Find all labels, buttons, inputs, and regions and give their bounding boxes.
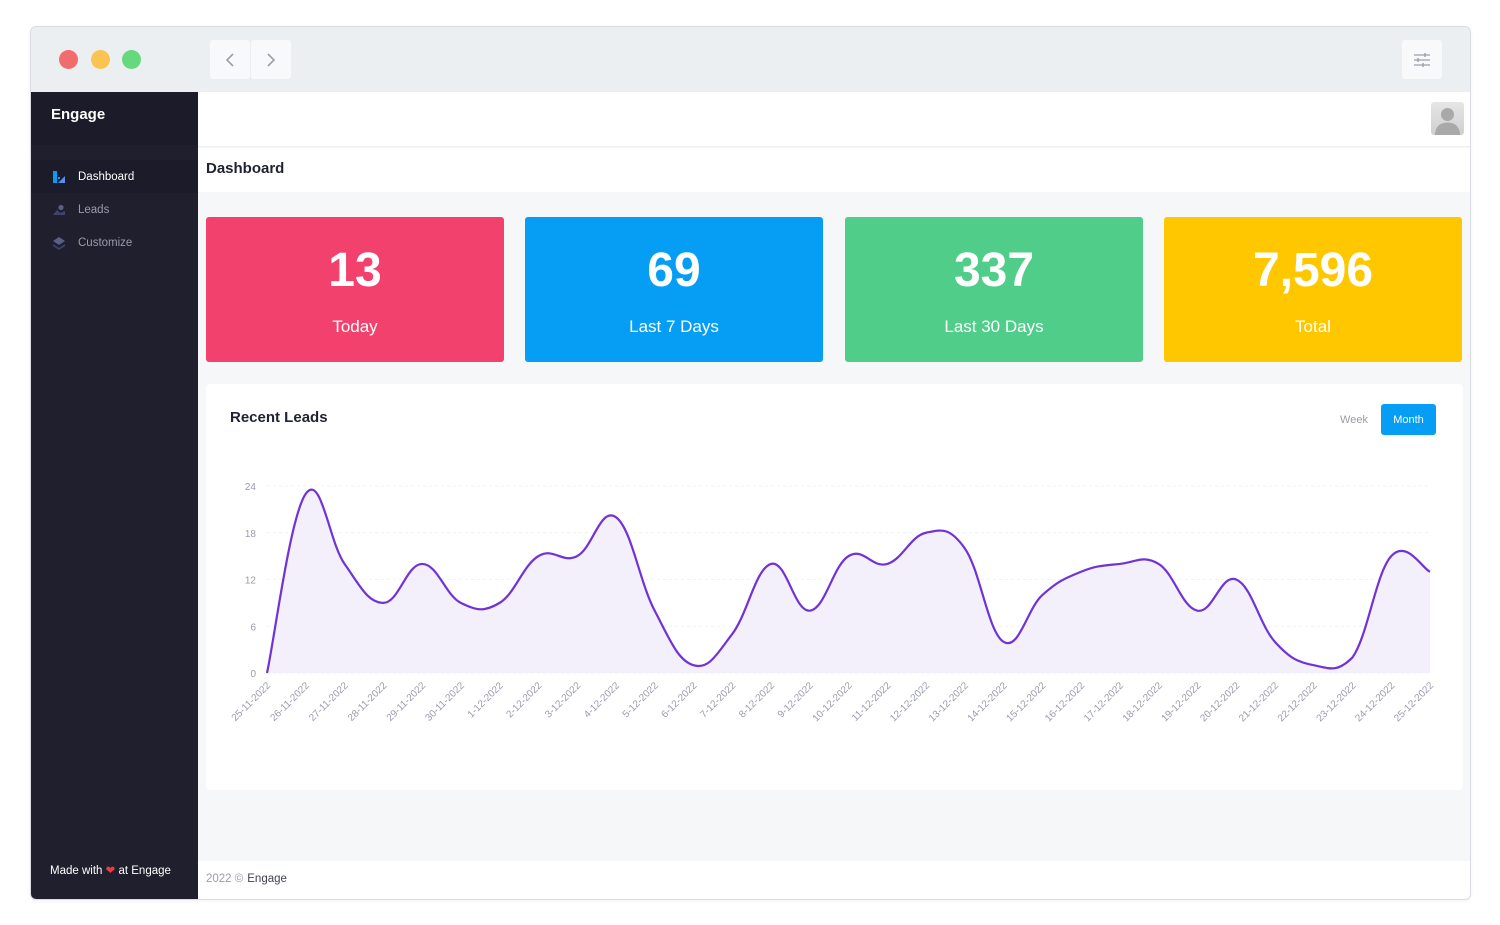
sidebar-item-label: Leads: [78, 203, 110, 216]
x-tick-label: 14-12-2022: [966, 680, 1010, 724]
chevron-left-icon: [225, 52, 234, 67]
top-navbar: [198, 92, 1470, 147]
x-tick-label: 26-11-2022: [268, 680, 312, 724]
forward-button[interactable]: [251, 40, 291, 79]
x-tick-label: 23-12-2022: [1315, 680, 1359, 724]
window-titlebar: [31, 27, 1470, 92]
stat-value: 69: [647, 244, 701, 297]
sidebar-item-label: Dashboard: [78, 170, 135, 183]
sidebar-item-leads[interactable]: Leads: [31, 193, 198, 226]
x-tick-label: 16-12-2022: [1043, 680, 1087, 724]
stat-label: Total: [1295, 317, 1331, 336]
stat-value: 7,596: [1252, 244, 1374, 297]
x-tick-label: 22-12-2022: [1276, 680, 1320, 724]
footer: 2022 © Engage: [198, 861, 1470, 899]
x-tick-label: 17-12-2022: [1082, 680, 1126, 724]
recent-leads-chart: 0 6 12 18 24 25-11-202226-11-202227-11-202228…: [230, 482, 1437, 724]
x-tick-label: 25-12-2022: [1392, 680, 1436, 724]
x-tick-label: 30-11-2022: [424, 680, 468, 724]
maximize-window-button[interactable]: [122, 50, 141, 69]
customize-icon: [52, 236, 66, 250]
sidebar: Engage Dashboard Leads Customize: [31, 92, 198, 899]
x-tick-label: 9-12-2022: [776, 680, 816, 720]
sidebar-menu: Dashboard Leads Customize: [31, 160, 198, 259]
brand-logo-text[interactable]: Engage: [51, 106, 106, 123]
x-tick-label: 19-12-2022: [1160, 680, 1204, 724]
x-tick-label: 11-12-2022: [850, 680, 894, 724]
settings-button[interactable]: [1402, 40, 1442, 79]
sliders-icon: [1414, 52, 1430, 67]
x-tick-label: 5-12-2022: [621, 680, 661, 720]
page-title: Dashboard: [206, 160, 285, 177]
x-tick-label: 29-11-2022: [385, 680, 429, 724]
footer-brand-link[interactable]: Engage: [247, 873, 287, 885]
y-tick-label: 12: [245, 576, 257, 587]
x-tick-label: 7-12-2022: [698, 680, 738, 720]
x-tick-label: 2-12-2022: [504, 680, 544, 720]
x-tick-label: 10-12-2022: [811, 680, 855, 724]
user-avatar-icon: [1435, 108, 1460, 135]
sidebar-item-customize[interactable]: Customize: [31, 226, 198, 259]
brand-area: Engage: [31, 92, 198, 145]
x-tick-label: 18-12-2022: [1121, 680, 1165, 724]
avatar[interactable]: [1431, 102, 1464, 135]
series-line: [265, 488, 1431, 674]
stat-value: 337: [953, 244, 1035, 297]
made-with-prefix: Made with: [50, 865, 103, 877]
x-tick-label: 28-11-2022: [346, 680, 390, 724]
browser-window: Engage Dashboard Leads Customize: [30, 26, 1471, 900]
x-tick-label: 24-12-2022: [1353, 680, 1397, 724]
footer-copyright: 2022 © Engage: [206, 873, 287, 885]
x-tick-label: 20-12-2022: [1198, 680, 1242, 724]
leads-icon: [52, 203, 66, 217]
x-tick-label: 27-11-2022: [307, 680, 351, 724]
back-button[interactable]: [210, 40, 250, 79]
stat-label: Today: [332, 317, 378, 336]
sidebar-item-dashboard[interactable]: Dashboard: [31, 160, 198, 193]
y-tick-label: 18: [245, 529, 257, 540]
stat-label: Last 7 Days: [629, 317, 719, 336]
x-tick-label: 8-12-2022: [737, 680, 777, 720]
y-tick-label: 6: [250, 622, 256, 633]
x-tick-label: 21-12-2022: [1237, 680, 1281, 724]
stat-card-last-30-days: 337 Last 30 Days: [845, 217, 1143, 362]
minimize-window-button[interactable]: [91, 50, 110, 69]
close-window-button[interactable]: [59, 50, 78, 69]
x-tick-label: 25-11-2022: [230, 680, 274, 724]
series-area: [267, 489, 1430, 673]
x-tick-label: 15-12-2022: [1005, 680, 1049, 724]
y-tick-label: 0: [250, 669, 256, 680]
y-tick-label: 24: [245, 482, 257, 493]
page-header: Dashboard: [198, 148, 1470, 192]
recent-leads-title: Recent Leads: [230, 409, 328, 426]
made-with-credit: Made with ❤ at Engage: [50, 863, 171, 877]
x-tick-label: 6-12-2022: [660, 680, 700, 720]
recent-leads-card: 0 6 12 18 24 25-11-2022 26-11-2022 27-11-2022 28…: [206, 384, 1463, 790]
x-tick-label: 1-12-2022: [466, 680, 506, 720]
x-tick-label: 4-12-2022: [582, 680, 622, 720]
tab-month[interactable]: Month: [1381, 404, 1436, 435]
stat-card-last-7-days: 69 Last 7 Days: [525, 217, 823, 362]
tab-week[interactable]: Week: [1340, 414, 1368, 426]
heart-icon: ❤: [105, 865, 116, 877]
x-tick-label: 13-12-2022: [927, 680, 971, 724]
chevron-right-icon: [267, 52, 276, 67]
made-with-suffix: at Engage: [118, 865, 171, 877]
stat-card-total: 7,596 Total: [1164, 217, 1462, 362]
x-tick-label: 3-12-2022: [543, 680, 583, 720]
stat-value: 13: [328, 244, 382, 297]
stat-card-today: 13 Today: [206, 217, 504, 362]
footer-year: 2022 ©: [206, 873, 244, 885]
x-tick-label: 12-12-2022: [888, 680, 932, 724]
sidebar-item-label: Customize: [78, 236, 133, 249]
stat-label: Last 30 Days: [944, 317, 1044, 336]
dashboard-icon: [52, 170, 66, 184]
